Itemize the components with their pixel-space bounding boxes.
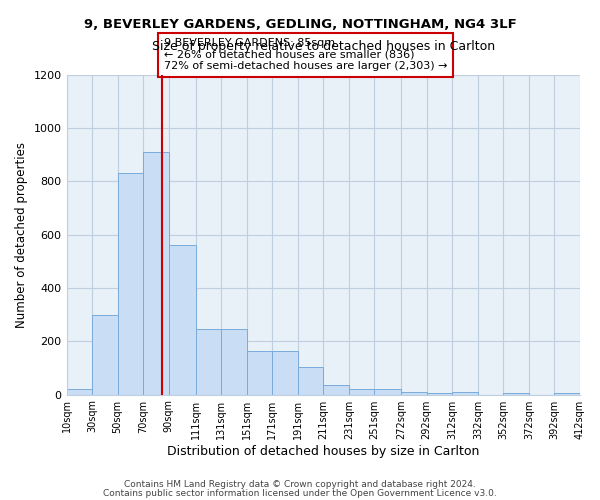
Bar	[169, 245, 196, 394]
Y-axis label: Number of detached properties: Number of detached properties	[15, 142, 28, 328]
Bar	[323, 385, 349, 394]
Bar	[196, 329, 221, 394]
Bar	[374, 389, 401, 394]
Text: 9 BEVERLEY GARDENS: 85sqm
← 26% of detached houses are smaller (836)
72% of semi: 9 BEVERLEY GARDENS: 85sqm ← 26% of detac…	[164, 38, 447, 72]
Bar	[118, 173, 143, 394]
Bar	[503, 393, 529, 394]
Bar	[401, 392, 427, 394]
Bar	[427, 393, 452, 394]
Bar	[247, 350, 272, 395]
Bar	[67, 389, 92, 394]
X-axis label: Distribution of detached houses by size in Carlton: Distribution of detached houses by size …	[167, 444, 479, 458]
Bar	[349, 389, 374, 394]
Bar	[452, 392, 478, 394]
Bar	[554, 393, 580, 394]
Bar	[143, 152, 169, 394]
Bar	[92, 314, 118, 394]
Bar	[298, 366, 323, 394]
Text: 9, BEVERLEY GARDENS, GEDLING, NOTTINGHAM, NG4 3LF: 9, BEVERLEY GARDENS, GEDLING, NOTTINGHAM…	[83, 18, 517, 30]
Bar	[221, 329, 247, 394]
Title: Size of property relative to detached houses in Carlton: Size of property relative to detached ho…	[152, 40, 495, 52]
Bar	[272, 350, 298, 395]
Text: Contains HM Land Registry data © Crown copyright and database right 2024.: Contains HM Land Registry data © Crown c…	[124, 480, 476, 489]
Text: Contains public sector information licensed under the Open Government Licence v3: Contains public sector information licen…	[103, 488, 497, 498]
